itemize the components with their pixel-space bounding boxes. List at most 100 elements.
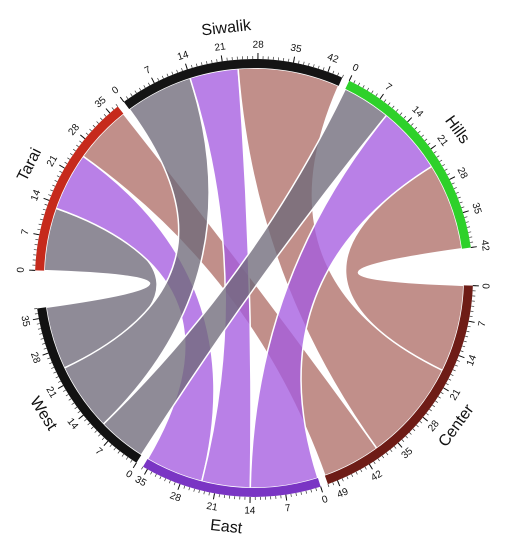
tick	[348, 75, 353, 82]
minor-tick	[341, 74, 344, 78]
minor-tick	[464, 216, 468, 218]
node-arc	[142, 459, 321, 497]
tick-label: 21	[214, 41, 227, 54]
minor-tick	[53, 371, 57, 374]
minor-tick	[64, 161, 68, 165]
minor-tick	[67, 157, 71, 160]
minor-tick	[433, 151, 437, 154]
minor-tick	[159, 476, 162, 480]
minor-tick	[290, 493, 292, 497]
minor-tick	[403, 115, 407, 119]
minor-tick	[55, 376, 59, 379]
tick	[42, 352, 49, 356]
minor-tick	[327, 484, 330, 488]
minor-tick	[39, 218, 43, 221]
tick	[397, 442, 403, 448]
minor-tick	[134, 90, 137, 94]
tick	[33, 233, 40, 236]
minor-tick	[42, 343, 46, 345]
tick	[430, 144, 437, 150]
minor-tick	[130, 93, 133, 97]
minor-tick	[98, 433, 101, 437]
tick	[292, 56, 296, 63]
minor-tick	[71, 402, 75, 405]
minor-tick	[191, 64, 193, 68]
minor-tick	[452, 369, 456, 372]
minor-tick	[424, 138, 428, 142]
minor-tick	[295, 492, 297, 496]
tick	[43, 197, 50, 201]
minor-tick	[50, 189, 54, 192]
minor-tick	[196, 63, 198, 67]
minor-tick	[381, 455, 385, 459]
minor-tick	[456, 360, 460, 362]
minor-tick	[36, 323, 40, 325]
tick-label: 0	[16, 266, 27, 272]
tick	[285, 494, 288, 501]
minor-tick	[115, 103, 119, 107]
minor-tick	[113, 447, 116, 451]
minor-tick	[298, 60, 300, 64]
minor-tick	[176, 69, 178, 73]
minor-tick	[305, 490, 307, 494]
minor-tick	[109, 444, 113, 448]
minor-tick	[39, 333, 43, 335]
ribbons	[43, 67, 465, 489]
tick-label: 49	[336, 486, 351, 501]
minor-tick	[150, 471, 153, 475]
tick-label: 7	[20, 228, 32, 236]
minor-tick	[459, 201, 463, 204]
minor-tick	[460, 350, 464, 353]
minor-tick	[56, 175, 60, 178]
minor-tick	[467, 325, 471, 328]
minor-tick	[173, 482, 176, 486]
minor-tick	[385, 452, 389, 456]
tick-label: 35	[469, 202, 483, 216]
tick-label: 7	[93, 446, 105, 458]
minor-tick	[453, 187, 457, 190]
minor-tick	[439, 159, 443, 162]
tick	[80, 134, 86, 140]
minor-tick	[426, 412, 429, 416]
node-arc	[324, 285, 473, 485]
minor-tick	[405, 435, 408, 439]
minor-tick	[421, 134, 424, 138]
tick-label: 14	[465, 353, 479, 368]
minor-tick	[469, 315, 473, 318]
minor-tick	[77, 410, 81, 414]
minor-tick	[308, 62, 310, 66]
tick	[32, 318, 39, 321]
minor-tick	[450, 374, 454, 376]
tick	[462, 210, 469, 214]
minor-tick	[84, 418, 87, 422]
tick	[407, 117, 413, 123]
minor-tick	[49, 362, 53, 365]
tick	[470, 246, 477, 249]
minor-tick	[310, 489, 312, 493]
minor-tick	[416, 424, 419, 428]
minor-tick	[203, 491, 205, 495]
tick	[327, 66, 331, 73]
minor-tick	[41, 213, 45, 216]
tick-label: 28	[168, 490, 183, 504]
minor-tick	[360, 469, 363, 473]
minor-tick	[198, 490, 200, 494]
minor-tick	[410, 123, 414, 126]
minor-tick	[454, 364, 458, 367]
tick	[78, 414, 84, 420]
minor-tick	[117, 450, 120, 454]
minor-tick	[469, 236, 473, 238]
minor-tick	[121, 453, 125, 457]
minor-tick	[463, 340, 467, 343]
tick	[212, 493, 216, 500]
minor-tick	[90, 426, 94, 430]
node-label: Tarai	[14, 146, 45, 185]
tick-label: 28	[252, 40, 264, 51]
minor-tick	[48, 194, 52, 196]
minor-tick	[181, 68, 183, 72]
tick	[59, 164, 65, 169]
tick-label: 21	[448, 387, 463, 403]
minor-tick	[37, 228, 41, 231]
tick	[132, 462, 137, 469]
minor-tick	[79, 140, 82, 144]
